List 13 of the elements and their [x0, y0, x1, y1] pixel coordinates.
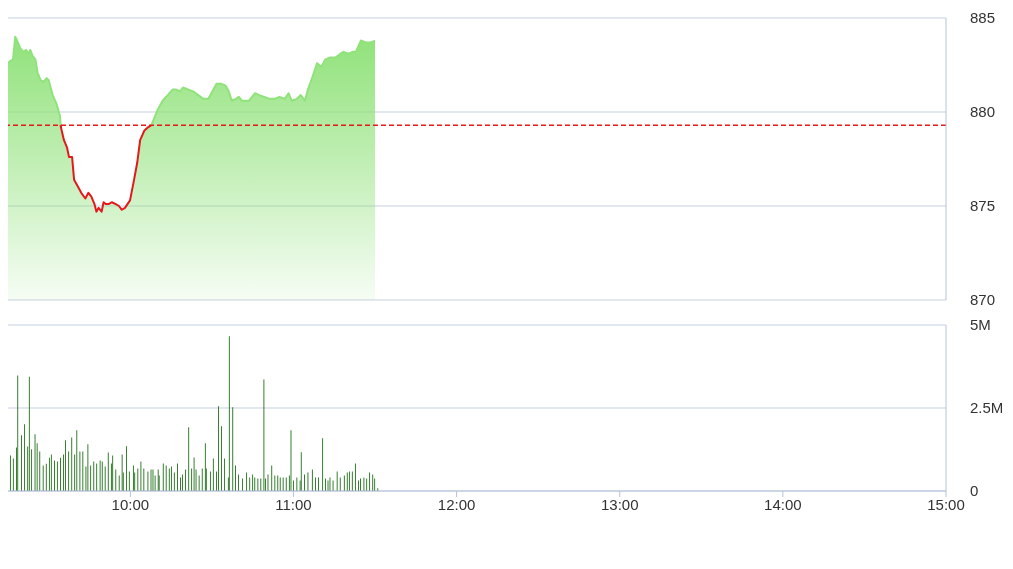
y-tick-label: 0 [970, 482, 979, 500]
y-tick-label: 870 [970, 291, 996, 309]
y-tick-label: 885 [970, 9, 996, 27]
x-tick-label: 12:00 [437, 495, 476, 513]
y-tick-label: 875 [970, 197, 996, 215]
x-tick-label: 15:00 [927, 495, 965, 513]
x-tick-label: 13:00 [600, 495, 639, 513]
y-tick-label: 880 [970, 103, 996, 121]
x-tick-label: 11:00 [275, 495, 312, 513]
x-tick-label: 14:00 [764, 495, 802, 513]
y-tick-label: 2.5M [970, 399, 1004, 417]
x-tick-label: 10:00 [111, 495, 150, 513]
y-tick-label: 5M [970, 316, 991, 334]
